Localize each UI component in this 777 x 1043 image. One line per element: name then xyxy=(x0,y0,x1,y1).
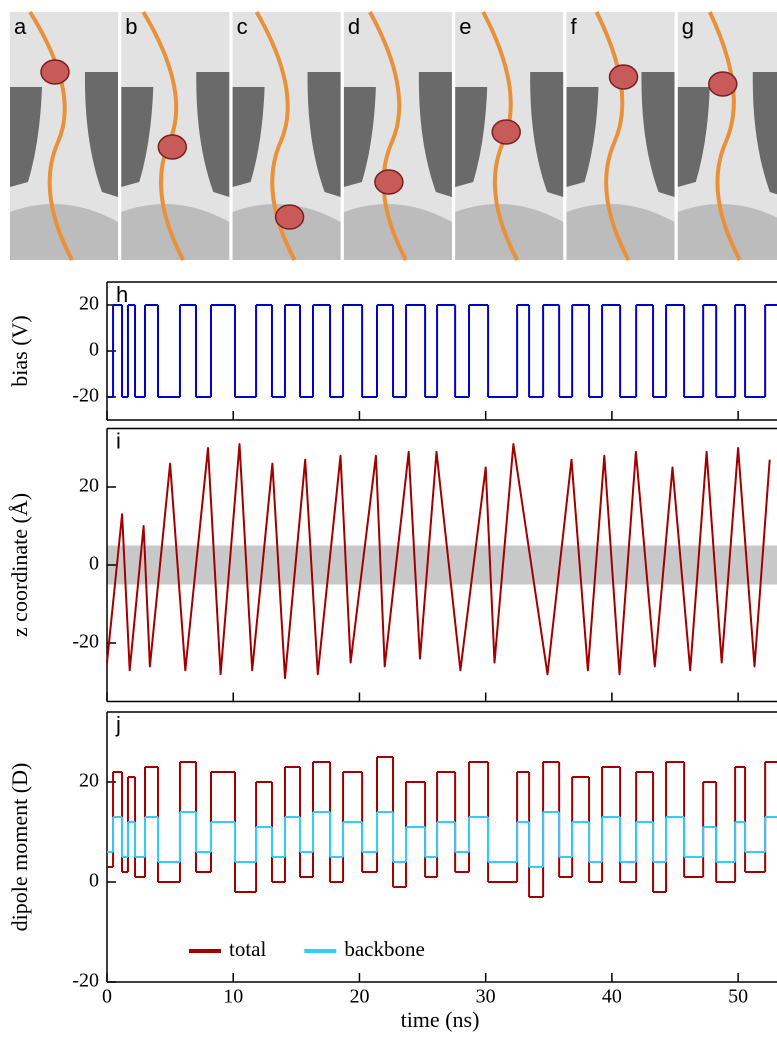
y-tick-label: 0 xyxy=(89,553,99,575)
membrane-right xyxy=(418,72,452,197)
shaded-band xyxy=(107,545,777,585)
pore-texture xyxy=(566,204,675,260)
membrane-right xyxy=(752,72,777,195)
y-tick-label: 0 xyxy=(89,339,99,361)
pore-texture xyxy=(10,204,118,260)
membrane-right xyxy=(307,72,341,197)
image-panel: f xyxy=(566,11,675,261)
membrane-right xyxy=(530,72,564,197)
panel-label: d xyxy=(348,14,360,39)
panel-label: c xyxy=(237,14,248,39)
panel-label: e xyxy=(459,14,471,39)
x-axis-label: time (ns) xyxy=(401,1007,480,1032)
nucleotide xyxy=(40,59,70,85)
image-panel: c xyxy=(232,11,341,261)
plot-area xyxy=(107,756,777,898)
plot-area xyxy=(106,443,771,680)
image-panel: g xyxy=(677,11,777,261)
panel-label: b xyxy=(125,14,137,39)
nucleotide xyxy=(608,64,639,90)
y-tick-label: 0 xyxy=(89,870,99,892)
pore-texture xyxy=(121,204,230,260)
y-tick-label: 20 xyxy=(79,770,99,792)
panel-label: h xyxy=(116,282,128,307)
image-panel: b xyxy=(121,10,230,261)
membrane-left xyxy=(10,87,42,187)
panel-label: j xyxy=(115,712,121,737)
pore-texture xyxy=(232,204,341,260)
y-tick-label: -20 xyxy=(72,631,99,653)
membrane-left xyxy=(121,87,154,187)
legend-label: total xyxy=(229,937,266,961)
y-axis-label: dipole moment (D) xyxy=(7,763,32,932)
y-tick-label: -20 xyxy=(72,970,99,992)
chart-panel: -20 0 20 bias (V) h xyxy=(7,281,777,421)
panel-label: a xyxy=(14,14,27,39)
data-line xyxy=(106,443,771,680)
x-tick-label: 30 xyxy=(476,986,496,1008)
membrane-right xyxy=(641,72,675,197)
x-tick-label: 20 xyxy=(349,986,369,1008)
nucleotide xyxy=(491,119,521,145)
panel-label: g xyxy=(682,14,694,39)
image-panel: e xyxy=(455,11,564,261)
membrane-left xyxy=(232,87,265,187)
membrane-left xyxy=(677,87,710,187)
y-tick-label: -20 xyxy=(72,385,99,407)
dna-strand xyxy=(594,11,631,261)
dna-strand xyxy=(707,11,742,261)
panel-label: f xyxy=(571,14,578,39)
membrane-right xyxy=(84,72,118,197)
legend-label: backbone xyxy=(344,937,424,961)
nucleotide xyxy=(374,169,404,195)
y-tick-label: 20 xyxy=(79,475,99,497)
pore-texture xyxy=(455,204,564,260)
dna-strand xyxy=(28,10,74,261)
nucleotide xyxy=(157,134,188,160)
nucleotide xyxy=(708,71,738,97)
nucleotide xyxy=(274,204,305,230)
y-axis-label: bias (V) xyxy=(7,315,32,386)
dna-strand xyxy=(368,11,408,261)
x-tick-label: 0 xyxy=(102,986,112,1008)
x-tick-label: 10 xyxy=(223,986,243,1008)
image-panel: d xyxy=(343,11,452,261)
x-tick-label: 40 xyxy=(602,986,622,1008)
x-tick-label: 50 xyxy=(728,986,748,1008)
membrane-right xyxy=(196,72,230,197)
panel-label: i xyxy=(116,428,121,453)
plot-area xyxy=(107,304,777,398)
membrane-left xyxy=(566,87,599,187)
membrane-left xyxy=(343,87,376,187)
pore-texture xyxy=(343,204,452,260)
y-axis-label: z coordinate (Å) xyxy=(7,493,32,637)
image-panel: a xyxy=(10,10,118,261)
y-tick-label: 20 xyxy=(79,293,99,315)
chart-panel: -20 0 20 z coordinate (Å) i xyxy=(7,427,777,703)
membrane-left xyxy=(455,87,488,187)
